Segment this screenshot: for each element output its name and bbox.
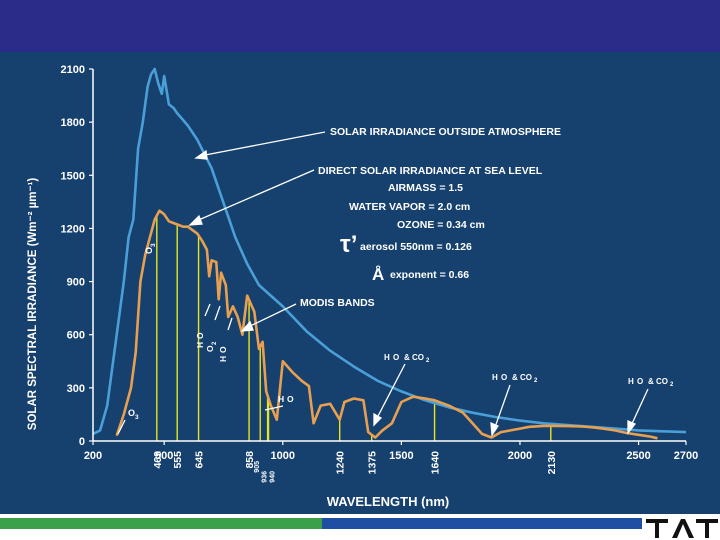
y-tick-label-1200: 1200 bbox=[61, 223, 85, 235]
pointer-h2o-co2-b bbox=[493, 384, 511, 431]
y-tick-label-2100: 2100 bbox=[61, 64, 85, 76]
y-tick-label-900: 900 bbox=[67, 277, 85, 289]
svg-text:H: H bbox=[492, 373, 498, 382]
pointer-modis-bands-head bbox=[240, 320, 254, 332]
band-tick-label-1375: 1375 bbox=[367, 451, 379, 475]
x-tick-label-2000: 2000 bbox=[508, 450, 532, 462]
pointer-o2 bbox=[214, 305, 221, 321]
pointer-h2o-b bbox=[227, 317, 233, 331]
pointer-sea-level-head bbox=[188, 214, 203, 226]
annotation-o2: O 2 bbox=[205, 341, 218, 352]
annotation-h2o-c: H O bbox=[278, 394, 294, 404]
logo bbox=[646, 519, 718, 538]
svg-text:2: 2 bbox=[426, 358, 430, 364]
pointer-h2o-co2-c-head bbox=[627, 420, 637, 435]
annotation-h2o-co2-b: H O & CO 2 bbox=[492, 373, 538, 384]
svg-text:O: O bbox=[218, 346, 228, 353]
band-tick-label-2130: 2130 bbox=[546, 451, 558, 475]
svg-text:H: H bbox=[278, 394, 284, 404]
x-tick-label-2700: 2700 bbox=[674, 450, 698, 462]
pointer-h2o-co2-b-head bbox=[490, 421, 499, 437]
annotation-airmass: AIRMASS = 1.5 bbox=[388, 182, 463, 194]
pointer-h2o-c bbox=[264, 405, 284, 411]
annotation-aerosol: aerosol 550nm = 0.126 bbox=[360, 241, 472, 253]
annotation-water-vapor: WATER VAPOR = 2.0 cm bbox=[349, 201, 470, 213]
annotation-h2o-co2-a: H O & CO 2 bbox=[384, 353, 430, 364]
svg-text:O: O bbox=[128, 408, 135, 418]
pointer-h2o-a bbox=[204, 303, 211, 317]
y-tick-label-300: 300 bbox=[67, 383, 85, 395]
svg-text:O: O bbox=[637, 377, 643, 386]
svg-text:H: H bbox=[628, 377, 634, 386]
annotation-o3-top: O 3 bbox=[144, 243, 157, 254]
pointer-outside bbox=[199, 131, 326, 157]
x-tick-label-1000: 1000 bbox=[271, 450, 295, 462]
annotation-exponent: exponent = 0.66 bbox=[390, 269, 469, 281]
annotation-h2o-b: H O bbox=[218, 346, 228, 362]
x-axis-label: WAVELENGTH (nm) bbox=[327, 494, 450, 509]
annotation-modis-bands: MODIS BANDS bbox=[300, 297, 375, 309]
band-tick-label-1640: 1640 bbox=[430, 451, 442, 475]
band-tick-label-1240: 1240 bbox=[335, 451, 347, 475]
svg-text:2: 2 bbox=[670, 382, 674, 388]
pointer-o3-left bbox=[117, 419, 126, 435]
svg-text:O: O bbox=[195, 332, 205, 339]
x-tick-label-500: 500 bbox=[155, 450, 173, 462]
pointer-modis-bands bbox=[245, 303, 297, 329]
band-tick-label-555: 555 bbox=[172, 451, 184, 469]
y-tick-label-1500: 1500 bbox=[61, 170, 85, 182]
pointer-h2o-co2-a bbox=[375, 363, 406, 421]
y-axis-label: SOLAR SPECTRAL IRRADIANCE (Wm⁻² µm⁻¹) bbox=[27, 178, 39, 431]
annotation-tau: τ’ bbox=[340, 231, 357, 258]
svg-text:3: 3 bbox=[135, 414, 139, 421]
figure-panel: 0 300 600 900 1200 1500 1800 2100 200 500 1000 1500… bbox=[0, 52, 720, 514]
annotation-ozone: OZONE = 0.34 cm bbox=[397, 219, 485, 231]
bottom-band-blue bbox=[322, 518, 642, 529]
annotation-h2o-a: H O bbox=[195, 332, 205, 348]
svg-text:O: O bbox=[501, 373, 507, 382]
svg-text:& CO: & CO bbox=[512, 373, 532, 382]
annotation-angstrom: Å bbox=[372, 265, 384, 284]
outside-atmosphere-line bbox=[92, 67, 687, 436]
pointer-sea-level bbox=[193, 169, 315, 223]
band-tick-label-469: 469 bbox=[152, 451, 164, 469]
solar-irradiance-chart: 0 300 600 900 1200 1500 1800 2100 200 500 1000 1500… bbox=[0, 52, 720, 514]
annotation-sea-level: DIRECT SOLAR IRRADIANCE AT SEA LEVEL bbox=[318, 165, 543, 177]
svg-text:O: O bbox=[144, 247, 154, 254]
svg-text:3: 3 bbox=[150, 243, 157, 247]
annotation-h2o-co2-c: H O & CO 2 bbox=[628, 377, 674, 388]
x-tick-label-1500: 1500 bbox=[389, 450, 413, 462]
band-tick-label-936: 936 bbox=[262, 471, 269, 483]
svg-text:& CO: & CO bbox=[404, 353, 424, 362]
band-tick-label-940: 940 bbox=[270, 471, 277, 483]
svg-text:& CO: & CO bbox=[648, 377, 668, 386]
band-tick-label-858: 858 bbox=[244, 451, 256, 469]
svg-text:O: O bbox=[205, 345, 215, 352]
pointer-h2o-co2-a-head bbox=[373, 412, 383, 427]
svg-text:H: H bbox=[218, 356, 228, 362]
svg-text:O: O bbox=[393, 353, 399, 362]
pointer-h2o-co2-c bbox=[629, 388, 649, 429]
y-tick-label-600: 600 bbox=[67, 330, 85, 342]
x-tick-label-2500: 2500 bbox=[626, 450, 650, 462]
annotation-outside: SOLAR IRRADIANCE OUTSIDE ATMOSPHERE bbox=[330, 126, 561, 138]
svg-text:H: H bbox=[384, 353, 390, 362]
y-tick-label-1800: 1800 bbox=[61, 117, 85, 129]
band-tick-label-905: 905 bbox=[254, 461, 261, 473]
bottom-band-green bbox=[0, 518, 322, 529]
chart-background bbox=[0, 52, 720, 514]
svg-text:2: 2 bbox=[212, 341, 218, 345]
pointer-outside-head bbox=[194, 149, 208, 160]
sea-level-line bbox=[115, 209, 658, 440]
svg-text:H: H bbox=[195, 342, 205, 348]
slide-title-bar bbox=[0, 0, 720, 52]
y-tick-label-0: 0 bbox=[79, 436, 85, 448]
annotation-o3-left: O 3 bbox=[128, 408, 139, 421]
svg-text:O: O bbox=[287, 394, 294, 404]
svg-text:2: 2 bbox=[534, 378, 538, 384]
band-tick-label-645: 645 bbox=[194, 451, 206, 469]
x-tick-label-200: 200 bbox=[84, 450, 102, 462]
